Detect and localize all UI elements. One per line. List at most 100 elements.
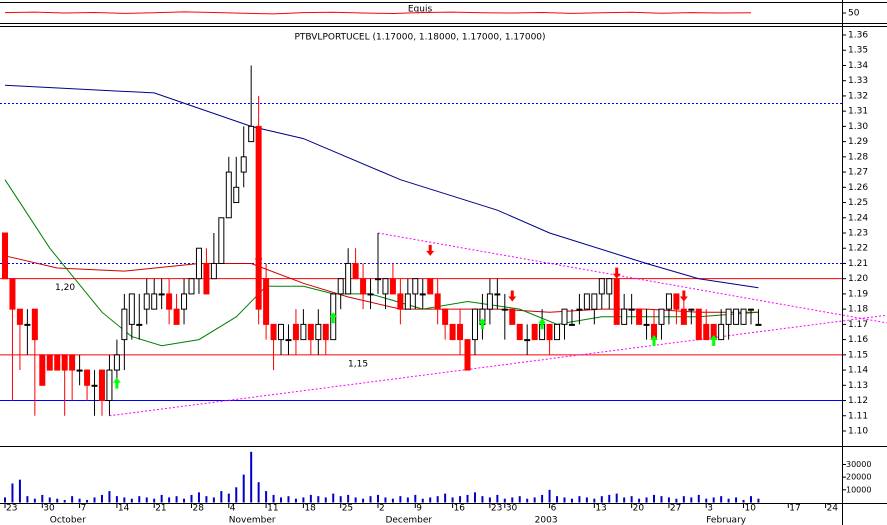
signal-arrow xyxy=(538,318,547,330)
volume-bar xyxy=(123,497,126,503)
volume-bar xyxy=(511,497,514,503)
signal-arrow xyxy=(112,377,121,389)
volume-bar xyxy=(548,489,551,503)
candle-body xyxy=(434,293,441,310)
volume-bar xyxy=(41,494,44,503)
volume-bar xyxy=(406,497,409,503)
volume-bar xyxy=(302,497,305,503)
candle-body xyxy=(24,323,31,326)
volume-bar xyxy=(570,498,573,503)
volume-bar xyxy=(265,491,268,503)
candle-body xyxy=(315,323,322,341)
volume-bar xyxy=(556,496,559,503)
trend-line xyxy=(109,314,887,417)
candle-body xyxy=(46,354,53,371)
volume-bar xyxy=(384,497,387,503)
candle-body xyxy=(255,125,262,310)
y-tick-label: 1.21 xyxy=(848,259,868,269)
candle-body xyxy=(606,278,613,295)
candle-body xyxy=(360,278,367,295)
y-tick-label: 1.15 xyxy=(848,350,868,360)
volume-bar xyxy=(294,498,297,503)
volume-bar xyxy=(578,496,581,503)
volume-bar xyxy=(690,497,693,503)
chart-title: PTBVLPORTUCEL (1.17000, 1.18000, 1.17000… xyxy=(294,33,545,43)
candle-body xyxy=(621,308,628,325)
x-tick-label: 6 xyxy=(551,504,557,514)
candle-body xyxy=(322,323,329,341)
volume-bar xyxy=(675,498,678,503)
candle-body xyxy=(195,247,202,280)
x-tick-label: 28 xyxy=(192,504,204,514)
candle-body xyxy=(76,369,83,372)
month-label: October xyxy=(50,516,86,525)
volume-bar xyxy=(130,498,133,503)
volume-bar xyxy=(421,498,424,503)
volume-bar xyxy=(615,493,618,503)
candle-body xyxy=(9,278,16,310)
candle-body xyxy=(158,293,165,296)
volume-bar xyxy=(242,474,245,503)
y-tick-label: 1.29 xyxy=(848,137,868,147)
y-tick-label: 1.34 xyxy=(848,61,868,71)
y-tick-label: 1.16 xyxy=(848,335,868,345)
candle-body xyxy=(740,308,747,325)
volume-bar xyxy=(26,496,29,503)
y-tick-label: 1.18 xyxy=(848,305,868,315)
candle-body xyxy=(16,308,23,325)
candle-body xyxy=(181,293,188,310)
candle-body xyxy=(576,308,583,311)
candle-body xyxy=(54,354,61,371)
volume-bar xyxy=(183,498,186,503)
volume-bar xyxy=(720,496,723,503)
volume-bar xyxy=(541,494,544,503)
month-label: December xyxy=(385,516,432,525)
candle-body xyxy=(69,354,76,371)
volume-bar xyxy=(33,498,36,503)
signal-arrow xyxy=(508,290,517,302)
candle-body xyxy=(747,308,754,311)
candle-body xyxy=(636,308,643,325)
candle-body xyxy=(464,339,471,371)
volume-bar xyxy=(160,494,163,503)
candle-body xyxy=(98,369,105,402)
volume-bar xyxy=(630,496,633,503)
volume-bar xyxy=(585,497,588,503)
moving-average xyxy=(4,84,759,289)
volume-bar xyxy=(414,494,417,503)
volume-bar xyxy=(86,499,89,503)
volume-bar xyxy=(48,497,51,503)
y-tick-label: 1.13 xyxy=(848,381,868,391)
y-tick-label: 1.20 xyxy=(848,274,868,284)
candle-body xyxy=(419,293,426,296)
volume-bar xyxy=(533,497,536,503)
candle-body xyxy=(613,278,620,325)
signal-arrow xyxy=(426,244,435,256)
y-tick-label: 1.11 xyxy=(848,411,868,421)
y-tick-label: 1.23 xyxy=(848,228,868,238)
month-label: February xyxy=(706,516,747,525)
volume-bar xyxy=(354,497,357,503)
volume-bar xyxy=(18,479,21,503)
x-tick-label: 7 xyxy=(81,504,87,514)
volume-bar xyxy=(115,496,118,503)
month-label: November xyxy=(229,516,276,525)
x-tick-label: 2 xyxy=(379,504,385,514)
volume-bar xyxy=(369,496,372,503)
volume-bar xyxy=(235,487,238,503)
volume-bar xyxy=(391,498,394,503)
volume-bar xyxy=(481,496,484,503)
candle-body xyxy=(173,308,180,325)
volume-bar xyxy=(190,494,193,503)
volume-bar xyxy=(108,491,111,503)
y-tick-label: 1.12 xyxy=(848,396,868,406)
volume-bar xyxy=(4,497,6,503)
y-tick-label: 1.27 xyxy=(848,168,868,178)
volume-bar xyxy=(145,497,148,503)
candle-body xyxy=(457,323,464,341)
candle-body xyxy=(680,308,687,325)
candle-body xyxy=(561,308,568,325)
candle-body xyxy=(113,354,120,371)
volume-bar xyxy=(623,497,626,503)
volume-bar xyxy=(444,493,447,503)
